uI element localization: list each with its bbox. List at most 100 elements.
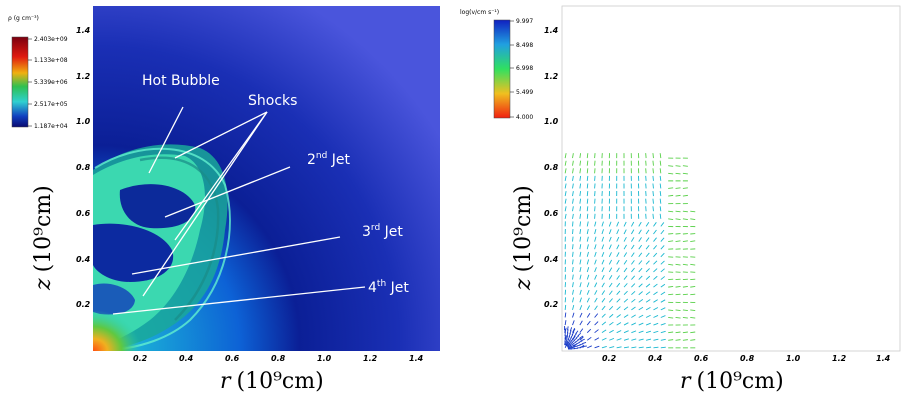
velocity-vector [690, 211, 695, 212]
y-tick: 0.2 [76, 300, 91, 309]
velocity-vector [587, 153, 588, 158]
x-tick: 0.4 [179, 354, 194, 363]
velocity-panel: 1.4 1.2 1.0 0.8 0.6 0.4 0.2 0.2 0.4 0.6 … [450, 0, 901, 396]
velocity-vector [653, 176, 654, 181]
x-tick: 1.2 [363, 354, 378, 363]
y-tick: 0.4 [544, 255, 559, 264]
density-figure: Hot Bubble Shocks 2nd Jet 3rd Jet 4th Je… [0, 0, 450, 396]
colorbar-tick: 5.339e+06 [34, 79, 68, 86]
svg-text:z(10⁹cm): z(10⁹cm) [511, 185, 536, 291]
x-tick: 1.4 [876, 354, 891, 363]
velocity-vector [573, 229, 574, 234]
y-tick: 1.2 [76, 72, 91, 81]
density-x-ticks: 0.2 0.4 0.6 0.8 1.0 1.2 1.4 [133, 354, 424, 363]
velocity-vector [676, 340, 681, 341]
colorbar-tick: 4.000 [516, 114, 533, 121]
velocity-vector [587, 191, 588, 196]
velocity-vector [683, 317, 688, 318]
velocity-vector [565, 305, 566, 310]
velocity-vector [587, 161, 588, 166]
velocity-x-ticks: 0.2 0.4 0.6 0.8 1.0 1.2 1.4 [602, 354, 891, 363]
x-tick: 1.4 [409, 354, 424, 363]
velocity-vector [683, 188, 688, 189]
velocity-vector [683, 173, 688, 174]
velocity-vector [653, 161, 654, 166]
velocity-vector [676, 173, 681, 174]
density-panel: Hot Bubble Shocks 2nd Jet 3rd Jet 4th Je… [0, 0, 450, 396]
density-xlabel: r(10⁹cm) [220, 369, 324, 394]
velocity-vector [653, 168, 654, 173]
velocity-vector [690, 340, 695, 341]
colorbar-tick: 1.133e+08 [34, 57, 68, 64]
velocity-vector [668, 317, 673, 318]
velocity-vector [668, 188, 673, 189]
colorbar-tick: 6.998 [516, 65, 533, 72]
velocity-vector [653, 199, 654, 204]
velocity-figure: 1.4 1.2 1.0 0.8 0.6 0.4 0.2 0.2 0.4 0.6 … [450, 0, 901, 396]
y-tick: 1.2 [544, 72, 559, 81]
shocks-label: Shocks [248, 93, 297, 109]
y-tick: 1.4 [544, 26, 559, 35]
density-y-ticks: 1.4 1.2 1.0 0.8 0.6 0.4 0.2 [76, 26, 91, 309]
y-tick: 0.8 [544, 163, 559, 172]
velocity-colorbar: log(v/cm s⁻¹) 9.997 8.498 6.998 5.499 4.… [460, 9, 533, 121]
svg-text:z(10⁹cm): z(10⁹cm) [31, 185, 56, 291]
velocity-vector [668, 173, 673, 174]
velocity-vector [583, 346, 587, 347]
velocity-vector [653, 183, 654, 188]
velocity-vector [668, 340, 673, 341]
velocity-ylabel: z(10⁹cm) [511, 185, 536, 291]
velocity-vector [587, 168, 588, 173]
jet2-label: 2nd Jet [307, 151, 351, 168]
colorbar-tick: 2.517e+05 [34, 101, 68, 108]
y-tick: 0.6 [76, 209, 91, 218]
jet3-label: 3rd Jet [362, 223, 403, 240]
velocity-vector [653, 214, 654, 219]
y-tick: 1.4 [76, 26, 91, 35]
velocity-vector [683, 340, 688, 341]
velocity-vector [661, 347, 666, 348]
velocity-vector [676, 317, 681, 318]
velocity-xlabel: r(10⁹cm) [680, 369, 784, 394]
x-tick: 0.8 [740, 354, 755, 363]
y-tick: 0.4 [76, 255, 91, 264]
velocity-vector [587, 206, 588, 211]
density-colorbar: ρ (g cm⁻³) 2.403e+09 1.133e+08 5.339e+06… [8, 15, 68, 130]
velocity-vector [587, 176, 588, 181]
colorbar-tick: 8.498 [516, 42, 533, 49]
density-ylabel: z(10⁹cm) [31, 185, 56, 291]
velocity-vector [573, 244, 574, 249]
colorbar-title: ρ (g cm⁻³) [8, 15, 39, 22]
velocity-vector [573, 237, 574, 242]
velocity-vector [587, 199, 588, 204]
y-tick: 1.0 [76, 117, 91, 126]
velocity-vector [676, 211, 681, 212]
y-tick: 0.8 [76, 163, 91, 172]
velocity-vector [653, 153, 654, 158]
colorbar-tick: 9.997 [516, 18, 533, 25]
x-tick: 1.0 [786, 354, 801, 363]
hot-bubble-label: Hot Bubble [142, 73, 220, 89]
velocity-vector [668, 211, 673, 212]
x-tick: 0.2 [133, 354, 148, 363]
velocity-vector [573, 252, 574, 257]
x-tick: 0.6 [225, 354, 240, 363]
velocity-vector [690, 317, 695, 318]
x-tick: 0.8 [271, 354, 286, 363]
x-tick: 0.4 [648, 354, 663, 363]
velocity-vector [676, 188, 681, 189]
y-tick: 0.6 [544, 209, 559, 218]
velocity-vector [653, 191, 654, 196]
x-tick: 0.2 [602, 354, 617, 363]
colorbar-tick: 5.499 [516, 89, 533, 96]
x-tick: 0.6 [694, 354, 709, 363]
velocity-vector [653, 206, 654, 211]
colorbar-tick: 2.403e+09 [34, 36, 68, 43]
y-tick: 0.2 [544, 300, 559, 309]
velocity-vector [683, 211, 688, 212]
colorbar-title: log(v/cm s⁻¹) [460, 9, 499, 16]
x-tick: 1.0 [317, 354, 332, 363]
velocity-plot-area [562, 6, 900, 351]
x-tick: 1.2 [832, 354, 847, 363]
y-tick: 1.0 [544, 117, 559, 126]
